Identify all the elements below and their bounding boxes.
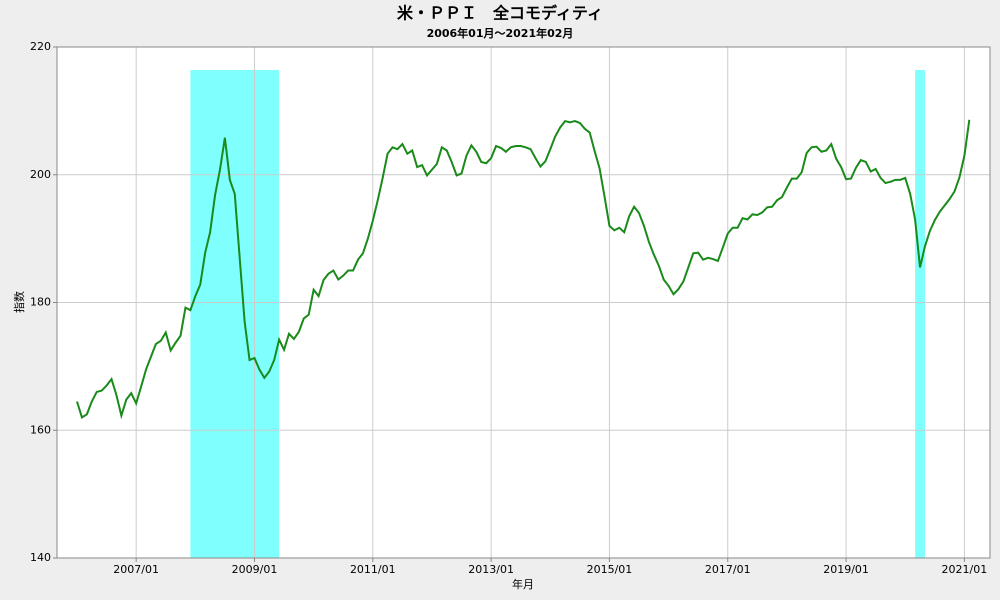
y-tick-label: 160 (30, 423, 51, 436)
x-tick-label: 2017/01 (705, 563, 751, 576)
chart-title: 米・ＰＰＩ 全コモディティ (397, 4, 603, 23)
shaded-region (190, 70, 280, 558)
y-axis-label: 指数 (12, 291, 26, 313)
chart-subtitle: 2006年01月～2021年02月 (427, 26, 574, 40)
plot-border (56, 46, 991, 559)
x-tick-label: 2009/01 (232, 563, 278, 576)
data-line (76, 119, 971, 420)
y-tick-label: 200 (30, 168, 51, 181)
x-axis-label: 年月 (512, 577, 534, 591)
x-tick-label: 2007/01 (113, 563, 159, 576)
y-tick-label: 220 (30, 40, 51, 53)
x-tick-label: 2019/01 (823, 563, 869, 576)
x-tick-label: 2021/01 (942, 563, 988, 576)
x-tick-label: 2013/01 (468, 563, 514, 576)
y-tick-label: 140 (30, 551, 51, 564)
shaded-region (915, 70, 925, 558)
y-tick-label: 180 (30, 296, 51, 309)
x-tick-label: 2011/01 (350, 563, 396, 576)
x-tick-label: 2015/01 (587, 563, 633, 576)
